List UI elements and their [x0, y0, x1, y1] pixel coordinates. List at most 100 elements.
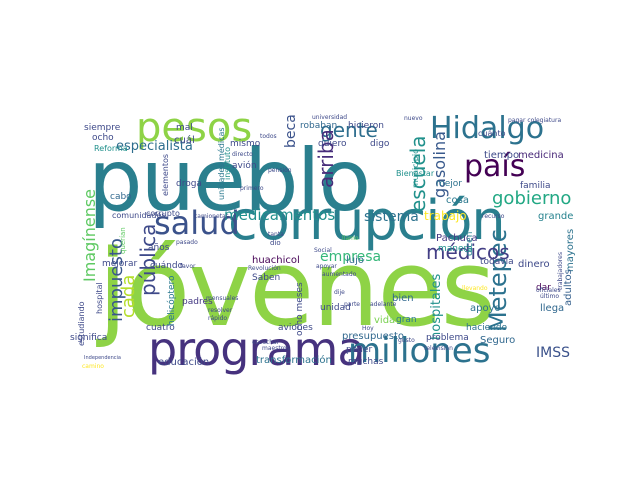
- word-independencia: Independencia: [84, 355, 121, 361]
- word-escuchar: escuchar: [252, 339, 280, 346]
- word-huachicol: huachicol: [252, 255, 300, 266]
- word-aumentado: aumentado: [322, 271, 357, 278]
- word-especialista: especialista: [116, 139, 193, 154]
- word-pueblo: pueblo: [88, 131, 371, 231]
- word-favor: favor: [180, 263, 196, 270]
- word-bienestar: Bienestar: [396, 169, 435, 178]
- word-estudiando: estudiando: [77, 301, 86, 346]
- word-quiero: quiero: [318, 139, 347, 149]
- word-nuevo: nuevo: [404, 115, 423, 122]
- word-television: televisión: [424, 345, 453, 352]
- word-cabo: cabo: [110, 192, 132, 202]
- word-pesos: pesos: [136, 105, 253, 151]
- word-arriba: arriba: [314, 129, 338, 188]
- word-resolver: resolver: [208, 307, 233, 314]
- word-hoy: Hoy: [362, 325, 374, 332]
- word-dinero: dinero: [518, 259, 550, 270]
- word-programa: programa: [148, 322, 366, 376]
- word-hidalgo: Hidalgo: [430, 111, 545, 146]
- word-pais: país: [464, 149, 526, 184]
- word-adelante: adelante: [370, 301, 397, 308]
- word-ocho-meses: ocho meses: [295, 282, 305, 336]
- word-maestros: maestros: [262, 345, 290, 352]
- word-medicina: medicina: [518, 150, 564, 161]
- word-instituto: instituto: [223, 146, 232, 180]
- word-aviones: aviones: [278, 323, 313, 333]
- word-corrupto: corrupto: [146, 209, 180, 218]
- word-pachuca: Pachuca: [436, 233, 478, 244]
- word-anos: años: [148, 243, 170, 253]
- word-muchas: muchas: [348, 357, 384, 367]
- word-robaban: robaban: [300, 121, 338, 131]
- word-trabajadores: trabajadores: [557, 252, 564, 290]
- word-transformacion: transformación: [256, 355, 332, 366]
- word-querian: querían: [119, 227, 127, 254]
- word-vida: vida: [374, 315, 396, 326]
- word-trabajo: trabajo: [424, 209, 467, 223]
- word-seguro: Seguro: [480, 335, 516, 346]
- word-padres: padres: [182, 297, 213, 307]
- word-cuatro: cuatro: [146, 323, 175, 333]
- word-tiempo: tiempo: [484, 150, 520, 161]
- word-pasado: pasado: [176, 239, 198, 246]
- word-adultos: adultos: [563, 269, 574, 306]
- word-todavia: todavía: [480, 257, 514, 267]
- word-imaginense: Imagínense: [80, 188, 99, 282]
- word-ocho: ocho: [92, 133, 114, 143]
- word-millones: millones: [348, 331, 491, 371]
- word-social: Social: [314, 247, 332, 254]
- word-empresa: empresa: [320, 249, 382, 265]
- word-municipio: municipio: [411, 149, 420, 188]
- word-unidad: unidad: [320, 303, 351, 313]
- word-dio: dio: [270, 239, 281, 247]
- word-corrupcion: corrupción: [228, 189, 506, 252]
- word-poder: poder: [346, 345, 373, 355]
- word-llega: llega: [540, 303, 565, 314]
- word-parte: parte: [344, 301, 360, 308]
- word-bien: bien: [392, 293, 414, 304]
- word-medicamentos: medicamentos: [224, 206, 336, 224]
- word-medicos: médicos: [426, 240, 510, 264]
- word-elementos: elementos: [161, 153, 170, 196]
- word-primero: primero: [240, 185, 264, 192]
- word-pension: pensión: [268, 167, 292, 174]
- word-saben: Saben: [252, 273, 281, 283]
- word-mensuales: mensuales: [206, 295, 239, 302]
- word-presupuesto: presupuesto: [342, 331, 405, 342]
- word-reforma: Reforma: [94, 144, 128, 153]
- word-recurso: recurso: [482, 213, 505, 220]
- word-imss: IMSS: [536, 345, 570, 361]
- word-helicoptero: helicóptero: [167, 275, 177, 326]
- word-pagar-colegiatura: pagar colegiatura: [508, 117, 562, 124]
- word-mejorar: mejorar: [102, 259, 138, 269]
- word-manera: manera: [438, 244, 473, 254]
- word-siempre: siempre: [84, 123, 121, 133]
- word-oficiales: oficiales: [536, 287, 561, 294]
- word-gran: gran: [396, 315, 417, 325]
- word-tanta: tanta: [268, 231, 284, 238]
- word-dije: dije: [334, 289, 345, 296]
- word-mal: mal: [176, 123, 193, 133]
- word-publica: pública: [136, 223, 160, 296]
- word-familia: familia: [520, 181, 551, 191]
- word-camionetas: camionetas: [194, 213, 229, 220]
- word-apoyar: apoyar: [316, 263, 337, 270]
- word-dicen: dicen: [465, 231, 475, 256]
- word-lujo: lujo: [346, 255, 365, 266]
- word-llamo: llamo: [342, 235, 359, 242]
- word-llevando: llevando: [462, 285, 488, 292]
- word-sistema: sistema: [364, 209, 419, 225]
- word-digo: digo: [370, 139, 390, 149]
- word-cosa: cosa: [446, 195, 469, 206]
- word-gente: gente: [320, 118, 378, 142]
- word-mejor: mejor: [436, 179, 463, 189]
- word-grande: grande: [538, 211, 574, 222]
- word-beca: beca: [283, 114, 299, 148]
- word-cuando: cuándo: [150, 261, 184, 271]
- word-cada: cada: [118, 274, 139, 318]
- word-universidad: universidad: [312, 114, 348, 121]
- word-salud: salud: [154, 204, 240, 242]
- word-gobierno: gobierno: [492, 188, 572, 209]
- word-cuanto: cuánto: [478, 129, 506, 138]
- word-hospital: hospital: [95, 282, 104, 314]
